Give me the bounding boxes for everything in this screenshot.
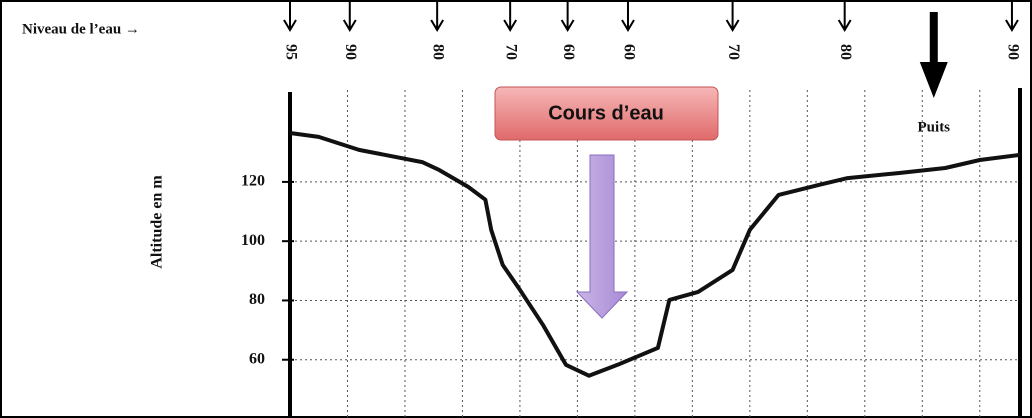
water-level-value: 80	[429, 44, 446, 60]
well-arrow	[919, 12, 948, 98]
y-tick-label: 80	[249, 291, 265, 308]
water-level-label: Niveau de l’eau →	[22, 21, 140, 37]
annotation-arrow	[575, 154, 629, 319]
annotation: Cours d’eau	[548, 102, 664, 124]
water-level-value: 80	[837, 44, 854, 60]
annotation-box	[494, 86, 719, 141]
water-level-value: 95	[282, 44, 299, 60]
y-tick-label: 120	[241, 173, 265, 190]
profile-line	[289, 131, 1021, 378]
water-level-value: 70	[502, 44, 519, 60]
water-level-arrow	[503, 2, 518, 32]
water-level-arrow	[342, 2, 357, 32]
water-level-value: 90	[1004, 44, 1021, 60]
well-label: Puits	[918, 119, 951, 135]
water-level-value: 90	[342, 44, 359, 60]
plot: 60 80 100 120 95 90 80 70 60 60 70 80 90 Puits	[241, 2, 1022, 418]
water-level-arrow	[560, 2, 575, 32]
water-level-arrow	[1005, 2, 1019, 32]
water-level-value: 60	[560, 44, 577, 60]
y-tick-label: 60	[249, 350, 265, 367]
water-level-arrow	[283, 2, 297, 32]
water-level-arrow	[837, 2, 852, 32]
y-axis-label: Altitude en m	[149, 175, 166, 269]
water-level-value: 60	[620, 44, 637, 60]
water-level-value: 70	[725, 44, 742, 60]
water-level-arrow	[621, 2, 635, 32]
water-level-arrow	[725, 2, 740, 32]
y-tick-label: 100	[241, 232, 265, 249]
water-level-arrow	[430, 2, 445, 32]
